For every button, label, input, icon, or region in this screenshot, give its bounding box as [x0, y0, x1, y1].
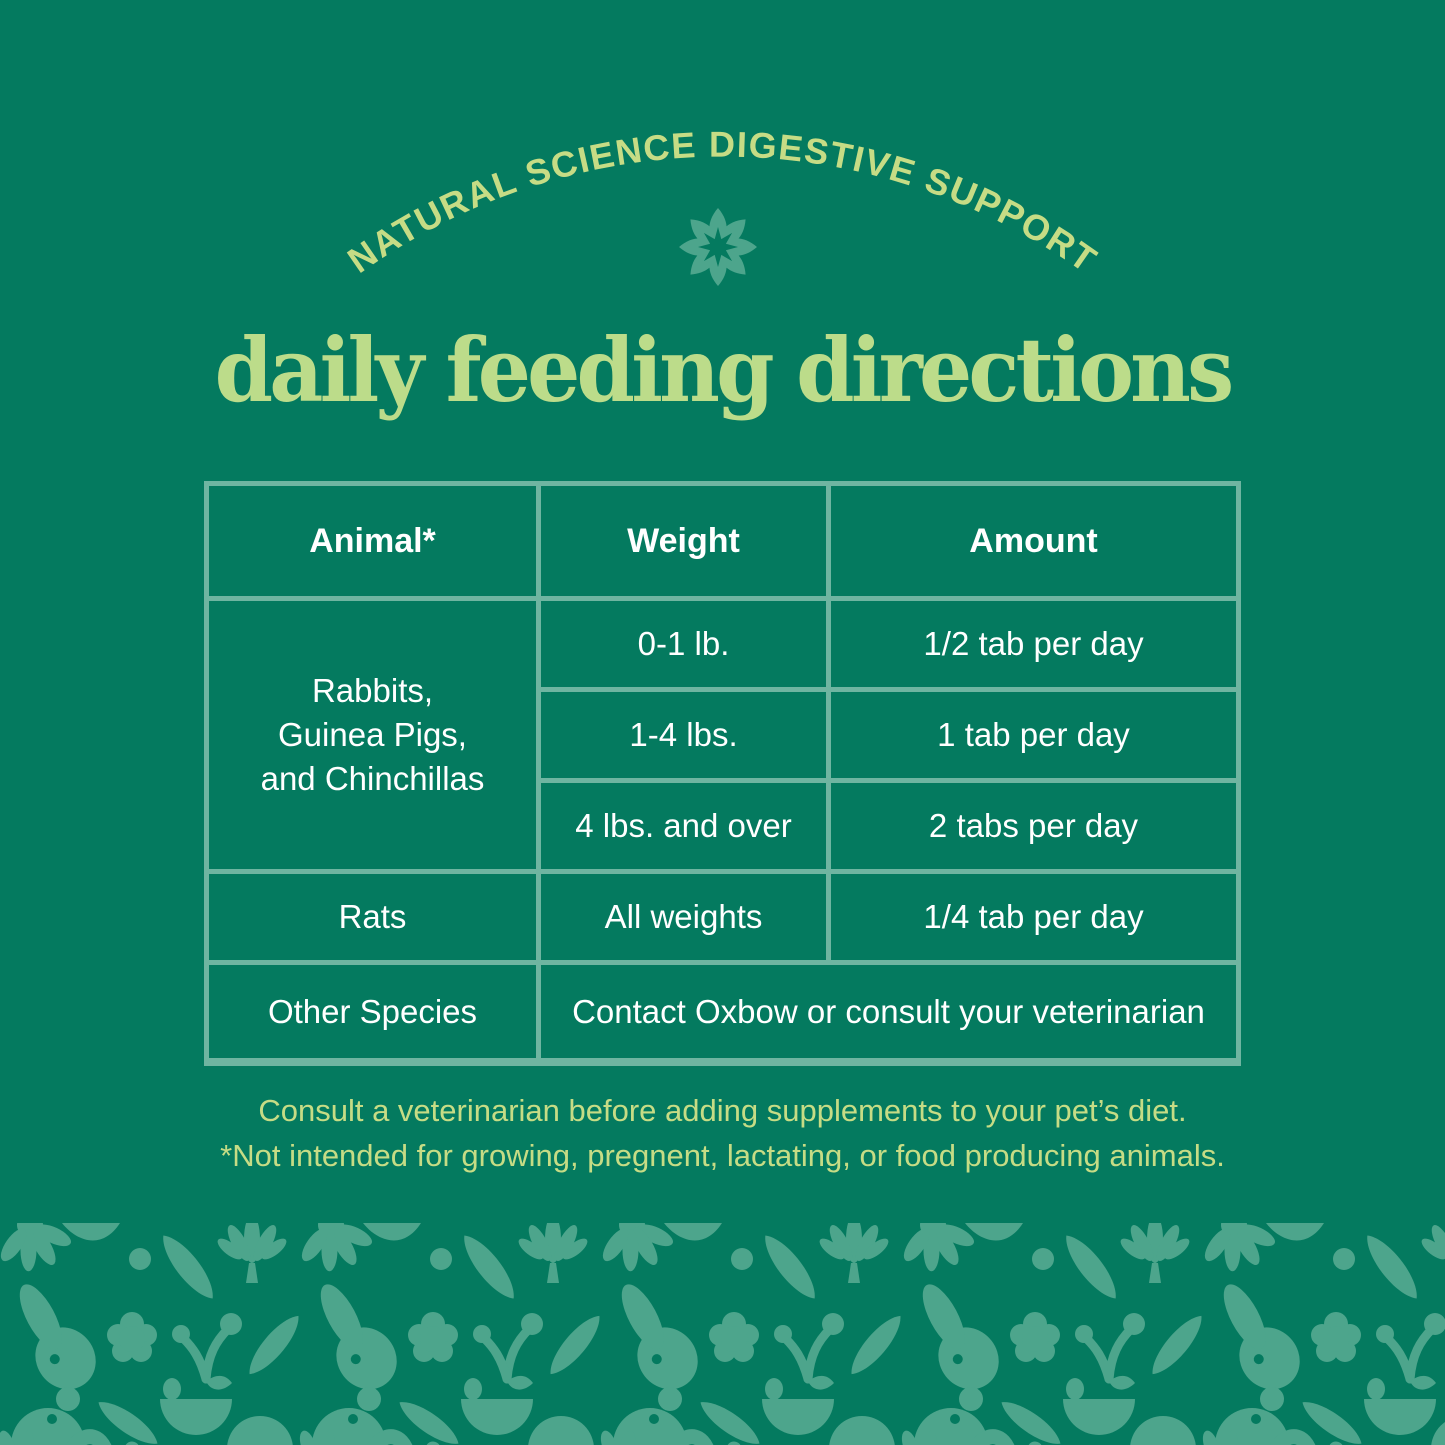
pattern-tile — [1191, 1223, 1445, 1445]
cell-other-species-note: Contact Oxbow or consult your veterinari… — [541, 965, 1236, 1058]
feeding-table: Animal* Weight Amount Rabbits, Guinea Pi… — [204, 481, 1241, 1066]
pattern-tile — [890, 1223, 1209, 1445]
pattern-tile — [589, 1223, 908, 1445]
cell-weight-row3: 4 lbs. and over — [541, 783, 826, 869]
bottom-pattern — [0, 1223, 1445, 1445]
bottom-pattern-svg — [0, 1223, 1445, 1445]
footnote-line-1: Consult a veterinarian before adding sup… — [258, 1093, 1187, 1128]
pattern-tile — [0, 1223, 306, 1445]
column-header-amount: Amount — [831, 486, 1236, 596]
cell-amount-row1: 1/2 tab per day — [831, 601, 1236, 687]
cell-amount-row2: 1 tab per day — [831, 692, 1236, 778]
cell-amount-row3: 2 tabs per day — [831, 783, 1236, 869]
footnote: Consult a veterinarian before adding sup… — [0, 1088, 1445, 1178]
cell-animal-rats: Rats — [209, 874, 536, 960]
cell-weight-rats: All weights — [541, 874, 826, 960]
cell-animal-rabbit-group: Rabbits, Guinea Pigs, and Chinchillas — [209, 601, 536, 869]
cell-amount-rats: 1/4 tab per day — [831, 874, 1236, 960]
pattern-tile — [288, 1223, 607, 1445]
cell-animal-other: Other Species — [209, 965, 536, 1058]
cell-weight-row2: 1-4 lbs. — [541, 692, 826, 778]
column-header-animal: Animal* — [209, 486, 536, 596]
flower-rosette-icon — [679, 208, 757, 286]
page-title: daily feeding directions — [214, 318, 1235, 422]
footnote-line-2: *Not intended for growing, pregnent, lac… — [220, 1138, 1225, 1173]
cell-weight-row1: 0-1 lb. — [541, 601, 826, 687]
arc-heading: NATURAL SCIENCE DIGESTIVE SUPPORT — [340, 124, 1103, 286]
column-header-weight: Weight — [541, 486, 826, 596]
star-cutout-icon — [698, 227, 738, 267]
